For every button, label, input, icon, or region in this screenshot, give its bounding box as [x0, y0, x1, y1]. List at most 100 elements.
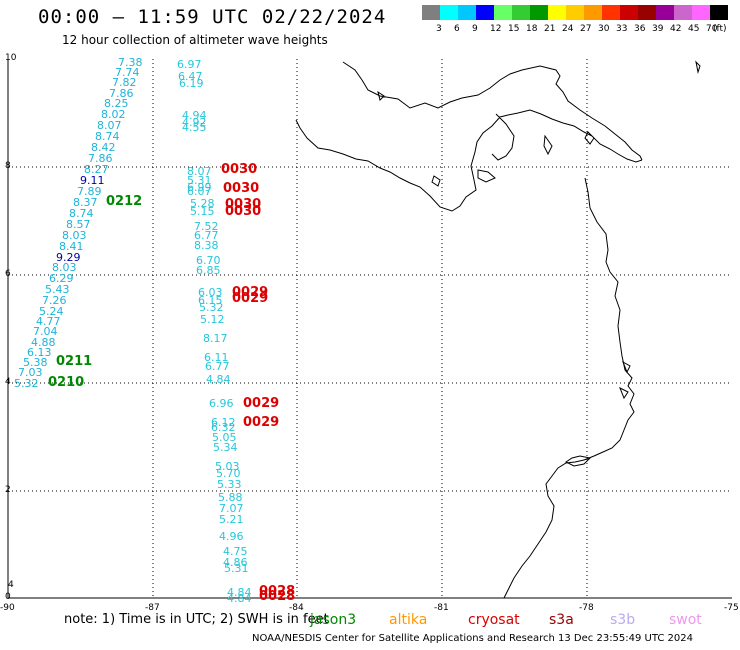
scale-swatch	[656, 5, 674, 20]
wave-height-label: 8.74	[69, 207, 94, 220]
latitude-tick: 2	[5, 485, 11, 495]
scale-swatch	[620, 5, 638, 20]
scale-label: 30	[598, 24, 610, 34]
scale-label: 12	[490, 24, 502, 34]
wave-height-label: 6.19	[179, 77, 204, 90]
wave-height-label: 4.86	[223, 556, 248, 569]
pass-time: 0030	[221, 162, 258, 177]
wave-height-label: 5.34	[213, 441, 238, 454]
latitude-tick: 4	[8, 580, 14, 590]
scale-unit: (ft)	[713, 24, 727, 34]
pass-time: 0029	[243, 415, 280, 430]
wave-height-label: 6.32	[211, 421, 236, 434]
wave-height-label: 7.86	[88, 152, 113, 165]
pass-time: 0029	[243, 396, 280, 411]
longitude-tick: -84	[289, 603, 304, 613]
satellite-name: cryosat	[468, 612, 520, 628]
wave-height-label: 9.29	[56, 251, 81, 264]
longitude-tick: -90	[0, 603, 15, 613]
wave-height-label: 5.03	[215, 460, 240, 473]
coast-detail	[565, 60, 701, 467]
wave-height-label: 6.15	[198, 294, 223, 307]
wave-height-label: 8.07	[97, 119, 122, 132]
wave-height-label: 7.04	[33, 325, 58, 338]
scale-label: 36	[634, 24, 646, 34]
wave-height-label: 5.31	[224, 562, 249, 575]
wave-height-label: 6.12	[211, 416, 236, 429]
scale-label: 15	[508, 24, 520, 34]
wave-height-label: 8.42	[91, 141, 116, 154]
longitude-tick: -87	[145, 603, 160, 613]
wave-height-label: 5.32	[14, 377, 39, 390]
scale-swatch	[674, 5, 692, 20]
scale-label: 3	[436, 24, 442, 34]
units-note: note: 1) Time is in UTC; 2) SWH is in fe…	[64, 612, 329, 627]
pass-time: 0210	[48, 375, 85, 390]
wave-height-label: 6.11	[204, 351, 229, 364]
longitude-tick: -75	[724, 603, 739, 613]
wave-height-label: 5.24	[39, 305, 64, 318]
latitude-tick: 4	[5, 377, 11, 387]
wave-height-label: 4.84	[206, 373, 231, 386]
scale-swatch	[512, 5, 530, 20]
scale-swatch	[548, 5, 566, 20]
wave-height-label: 5.15	[190, 205, 215, 218]
wave-height-label: 7.74	[115, 66, 140, 79]
pass-time: 0030	[225, 204, 262, 219]
scale-swatch	[638, 5, 656, 20]
wave-height-label: 4.92	[182, 116, 207, 129]
scale-label: 18	[526, 24, 538, 34]
scale-label: 45	[688, 24, 700, 34]
scale-label: 24	[562, 24, 574, 34]
wave-height-label: 6.47	[178, 70, 203, 83]
wave-height-label: 5.32	[199, 301, 224, 314]
latitude-tick: 0	[5, 592, 11, 602]
scale-swatch	[440, 5, 458, 20]
wave-height-label: 6.99	[187, 181, 212, 194]
wave-height-label: 7.89	[77, 185, 102, 198]
scale-label: 6	[454, 24, 460, 34]
lat-lon-grid	[7, 59, 732, 599]
wave-height-label: 8.07	[187, 165, 212, 178]
map-title: 00:00 – 11:59 UTC 02/22/2024	[38, 6, 387, 28]
wave-height-label: 4.88	[31, 336, 56, 349]
wave-height-label: 5.31	[187, 174, 212, 187]
scale-label: 21	[544, 24, 556, 34]
wave-height-label: 5.38	[23, 356, 48, 369]
longitude-tick: -78	[579, 603, 594, 613]
wave-height-label: 7.82	[112, 76, 137, 89]
wave-height-label: 8.03	[62, 229, 87, 242]
scale-label: 70	[706, 24, 718, 34]
wave-height-label: 4.84	[227, 592, 252, 605]
scale-swatch	[584, 5, 602, 20]
wave-height-label: 5.70	[216, 467, 241, 480]
pass-time: 0211	[56, 354, 93, 369]
wave-height-label: 6.13	[27, 346, 52, 359]
wave-height-label: 6.29	[49, 272, 74, 285]
wave-height-label: 5.88	[218, 491, 243, 504]
wave-height-label: 4.75	[223, 545, 248, 558]
wave-height-label: 5.05	[212, 431, 237, 444]
wave-height-label: 6.97	[177, 58, 202, 71]
wave-height-label: 6.70	[196, 254, 221, 267]
wave-height-label: 4.55	[182, 121, 207, 134]
wave-height-label: 6.77	[205, 360, 230, 373]
wave-height-label: 8.17	[203, 332, 228, 345]
scale-swatch	[458, 5, 476, 20]
map-subtitle: 12 hour collection of altimeter wave hei…	[62, 33, 328, 47]
latitude-tick: 8	[5, 161, 11, 171]
wave-height-label: 6.77	[194, 229, 219, 242]
pass-time: 0029	[232, 291, 269, 306]
satellite-name: s3b	[610, 612, 636, 628]
wave-height-label: 8.27	[84, 163, 109, 176]
wave-height-label: 4.96	[219, 530, 244, 543]
wave-height-label: 8.41	[59, 240, 84, 253]
satellite-name: altika	[389, 612, 428, 628]
wave-height-label: 7.07	[219, 502, 244, 515]
wave-height-label: 8.38	[194, 239, 219, 252]
scale-swatch	[476, 5, 494, 20]
coastline	[295, 61, 643, 599]
wave-height-label: 4.84	[227, 586, 252, 599]
wave-height-label: 7.52	[194, 220, 219, 233]
